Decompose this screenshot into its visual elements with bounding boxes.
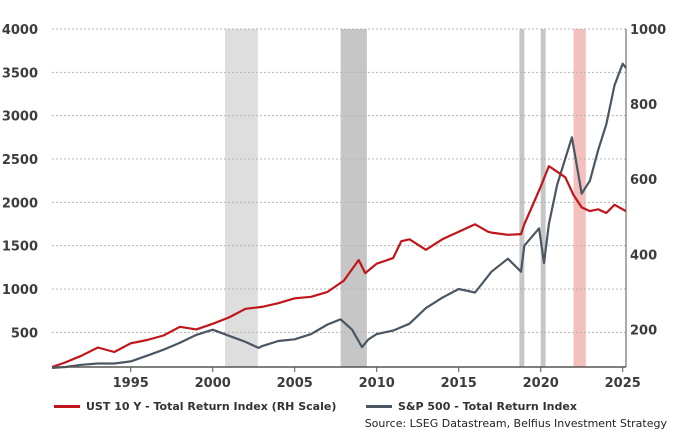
series-ust10y-line (51, 165, 627, 369)
x-axis-tick-labels: 1995 2000 2005 2010 2015 2020 2025 (113, 376, 641, 391)
x-tick-1995: 1995 (113, 376, 149, 391)
shaded-period-4 (540, 29, 546, 367)
right-tick-1000: 1000 (630, 23, 666, 38)
left-tick-500: 500 (11, 326, 38, 341)
right-axis-tick-labels: 1000 800 600 400 200 (630, 23, 666, 338)
x-tick-2000: 2000 (195, 376, 231, 391)
left-tick-2500: 2500 (2, 153, 38, 168)
shaded-period-2 (340, 29, 367, 367)
left-tick-4000: 4000 (2, 23, 38, 38)
shaded-period-3 (519, 29, 525, 367)
x-tick-2025: 2025 (605, 376, 641, 391)
left-axis-tick-labels: 4000 3500 3000 2500 2000 1500 1000 500 (2, 23, 38, 341)
x-tick-2005: 2005 (277, 376, 313, 391)
right-tick-600: 600 (630, 173, 657, 188)
legend-item-sp500: S&P 500 - Total Return Index (366, 398, 577, 414)
right-tick-800: 800 (630, 98, 657, 113)
legend-swatch-ust (54, 404, 80, 408)
right-tick-400: 400 (630, 248, 657, 263)
x-tick-2010: 2010 (359, 376, 395, 391)
x-tick-2015: 2015 (441, 376, 477, 391)
dual-axis-line-chart: 4000 3500 3000 2500 2000 1500 1000 500 1000 800 6… (2, 23, 666, 391)
left-tick-3500: 3500 (2, 66, 38, 81)
left-tick-1000: 1000 (2, 283, 38, 298)
shaded-period-5 (573, 29, 586, 367)
axes (52, 29, 627, 372)
series-lines (51, 62, 627, 369)
left-tick-3000: 3000 (2, 110, 38, 125)
recession-shading (225, 29, 586, 367)
left-tick-1500: 1500 (2, 240, 38, 255)
x-tick-2020: 2020 (523, 376, 559, 391)
legend-item-ust: UST 10 Y - Total Return Index (RH Scale) (54, 398, 336, 414)
source-note: Source: LSEG Datastream, Belfius Investm… (364, 417, 667, 430)
left-tick-2000: 2000 (2, 196, 38, 211)
legend-label-sp500: S&P 500 - Total Return Index (398, 399, 577, 413)
legend-swatch-sp500 (366, 404, 392, 408)
right-tick-200: 200 (630, 323, 657, 338)
series-sp500-line (51, 62, 627, 369)
gridlines (52, 28, 626, 333)
legend-label-ust: UST 10 Y - Total Return Index (RH Scale) (86, 399, 337, 413)
